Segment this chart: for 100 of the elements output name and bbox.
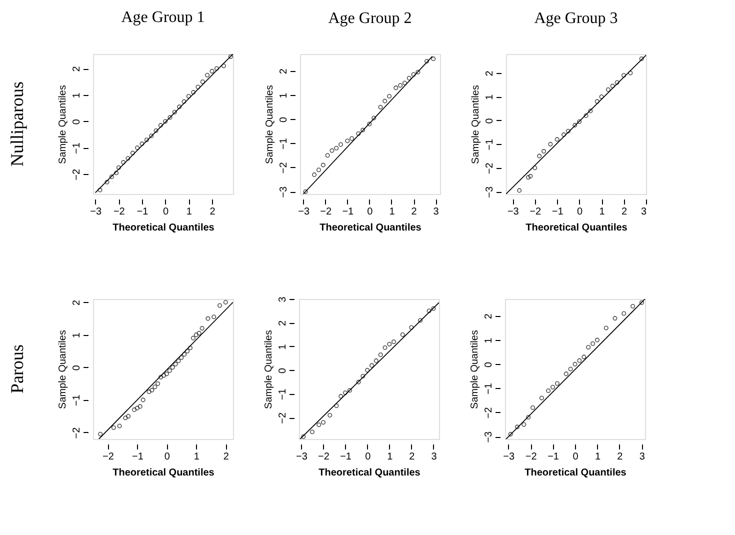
point [152, 384, 158, 390]
y-tick-label: 2 [278, 320, 288, 326]
x-tick-label: −2 [318, 452, 330, 462]
point [200, 326, 204, 331]
point [374, 358, 378, 363]
point [622, 311, 626, 316]
x-tick-label: 1 [186, 206, 192, 218]
point [431, 306, 436, 311]
point [572, 362, 578, 366]
point [173, 362, 178, 366]
point [356, 380, 361, 384]
point [514, 424, 520, 430]
point [168, 115, 172, 120]
point [546, 388, 551, 393]
x-tick-label: 3 [640, 206, 647, 218]
point [320, 162, 326, 168]
point [328, 413, 332, 418]
point [188, 346, 193, 350]
point [416, 70, 420, 74]
x-tick-label: 2 [409, 452, 416, 462]
y-axis-title: Sample Quantiles [264, 330, 274, 409]
point [210, 68, 214, 74]
x-tick-label: −3 [90, 206, 102, 218]
chart-title: Age Group 1 [121, 9, 205, 26]
point [182, 99, 186, 104]
y-tick-label: −2 [484, 162, 496, 174]
x-tick-label: −3 [296, 452, 308, 462]
point [134, 406, 140, 410]
point [121, 160, 126, 165]
point [146, 390, 152, 394]
chart-title: Age Group 2 [328, 10, 412, 27]
point [594, 338, 600, 342]
x-tick-label: 0 [572, 452, 579, 462]
y-tick-label: −3 [278, 186, 290, 198]
point [194, 332, 198, 338]
x-tick-label: 0 [367, 206, 374, 218]
point [191, 90, 196, 95]
point [402, 80, 407, 86]
point [334, 404, 339, 408]
point [200, 79, 205, 84]
x-tick-label: 0 [163, 206, 170, 218]
x-tick-label: 2 [617, 452, 624, 462]
y-tick-label: −1 [72, 142, 82, 154]
text: Parous [7, 344, 27, 394]
y-tick-label: −3 [484, 430, 494, 443]
point [221, 64, 226, 68]
point [586, 345, 591, 350]
x-tick-label: 2 [223, 452, 230, 462]
point [387, 94, 392, 99]
x-tick-label: 0 [365, 452, 372, 462]
point [126, 414, 131, 418]
point [542, 149, 546, 154]
y-tick-label: 2 [484, 70, 496, 76]
point [111, 425, 116, 430]
point [116, 165, 121, 170]
y-tick-label: −2 [72, 426, 82, 439]
point [630, 304, 636, 309]
point [123, 416, 128, 420]
point [554, 137, 560, 142]
y-tick-label: −1 [72, 394, 82, 406]
point [343, 390, 348, 395]
y-tick-label: 1 [484, 337, 494, 344]
point [185, 348, 190, 354]
point [639, 56, 644, 62]
point [338, 394, 344, 399]
point [196, 330, 202, 336]
x-tick-label: −2 [530, 206, 542, 218]
y-tick-label: 1 [484, 94, 496, 100]
point [622, 73, 626, 78]
point [426, 308, 432, 314]
y-tick-label: 1 [72, 332, 82, 338]
point [628, 70, 633, 76]
x-tick-label: 1 [194, 452, 200, 462]
point [588, 108, 593, 114]
y-tick-label: 2 [278, 68, 290, 74]
point [606, 87, 610, 92]
point [310, 430, 314, 434]
point [517, 188, 522, 193]
y-tick-label: 2 [484, 313, 494, 320]
point [154, 128, 158, 133]
point [158, 123, 163, 128]
point [140, 142, 144, 146]
x-tick-label: 2 [621, 206, 628, 218]
point [378, 104, 383, 110]
point [114, 170, 119, 176]
x-tick-label: 1 [389, 206, 396, 218]
point [530, 405, 536, 410]
point [400, 332, 405, 337]
point [144, 138, 149, 142]
point [360, 128, 366, 132]
point [206, 316, 210, 321]
point [214, 66, 219, 71]
point [117, 424, 122, 428]
point [223, 300, 228, 305]
point [577, 358, 582, 363]
point [537, 154, 542, 158]
point [562, 132, 566, 137]
point [612, 316, 618, 321]
y-tick-label: 1 [278, 344, 288, 350]
point [109, 174, 114, 180]
